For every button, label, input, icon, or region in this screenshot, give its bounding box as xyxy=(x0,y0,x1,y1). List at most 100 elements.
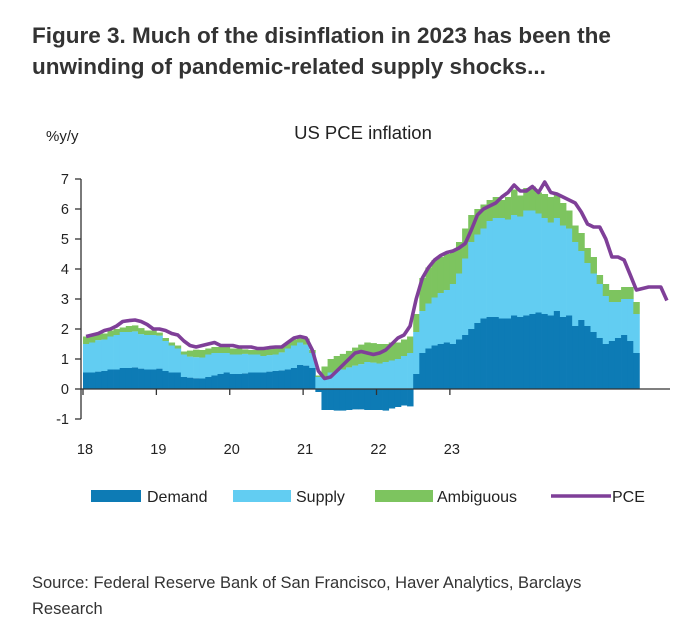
ambiguous-bar xyxy=(394,342,402,359)
supply-bar xyxy=(474,234,481,323)
demand-bar xyxy=(223,372,231,389)
supply-bar xyxy=(205,354,212,377)
demand-bar xyxy=(382,389,390,411)
demand-bar xyxy=(131,367,139,389)
supply-bar xyxy=(211,353,218,376)
ambiguous-bar xyxy=(254,350,261,355)
demand-bar xyxy=(217,374,224,389)
ambiguous-bar xyxy=(138,328,145,335)
y-tick-label: 2 xyxy=(61,322,69,338)
demand-bar xyxy=(511,315,518,389)
ambiguous-bar xyxy=(339,353,347,370)
demand-bar xyxy=(186,377,194,389)
supply-bar xyxy=(333,371,341,389)
supply-bar xyxy=(107,336,114,370)
supply-bar xyxy=(241,353,249,374)
ambiguous-bar xyxy=(584,248,591,263)
ambiguous-bar xyxy=(297,336,304,343)
supply-bar xyxy=(352,365,359,389)
supply-bar xyxy=(119,332,127,368)
supply-bar xyxy=(419,311,426,353)
pce-line xyxy=(85,180,669,381)
demand-bar xyxy=(138,368,145,389)
legend-label-ambiguous: Ambiguous xyxy=(437,489,517,506)
supply-bar xyxy=(95,340,102,372)
supply-bar xyxy=(290,345,298,368)
ambiguous-bar xyxy=(486,200,494,221)
supply-bar xyxy=(621,299,628,335)
demand-bar xyxy=(235,374,243,389)
demand-bar xyxy=(572,326,579,389)
demand-bar xyxy=(480,318,487,389)
demand-bar xyxy=(241,373,249,389)
ambiguous-bar xyxy=(327,359,335,373)
supply-bar xyxy=(339,369,347,389)
demand-bar xyxy=(370,389,377,410)
legend-swatch-supply xyxy=(233,490,291,502)
ambiguous-bar xyxy=(284,342,292,349)
x-tick-label: 18 xyxy=(77,442,93,458)
supply-bar xyxy=(535,213,542,313)
demand-bar xyxy=(449,344,457,389)
supply-bar xyxy=(462,258,469,335)
y-tick-label: 0 xyxy=(61,382,69,398)
demand-bar xyxy=(633,353,640,389)
supply-bar xyxy=(578,251,585,320)
supply-bar xyxy=(162,341,169,371)
x-tick-label: 22 xyxy=(370,442,386,458)
supply-bar xyxy=(278,352,286,371)
demand-bar xyxy=(621,335,628,389)
demand-bar xyxy=(547,315,555,389)
supply-bar xyxy=(511,215,518,316)
ambiguous-bar xyxy=(504,197,512,220)
demand-bar xyxy=(419,353,426,389)
supply-bar xyxy=(559,225,567,317)
y-tick-label: 1 xyxy=(61,352,69,368)
supply-bar xyxy=(327,372,335,389)
demand-bar xyxy=(193,378,200,389)
ambiguous-bar xyxy=(266,349,273,356)
ambiguous-bar xyxy=(101,333,108,340)
supply-bar xyxy=(358,364,365,389)
demand-bar xyxy=(566,315,573,389)
demand-bar xyxy=(162,371,169,389)
ambiguous-bar xyxy=(144,330,151,335)
supply-bar xyxy=(113,335,121,370)
demand-bar xyxy=(529,314,536,389)
ambiguous-bar xyxy=(492,197,500,218)
demand-bar xyxy=(180,377,188,389)
demand-bar xyxy=(498,318,506,389)
demand-bar xyxy=(602,344,610,389)
ambiguous-bar xyxy=(119,327,127,332)
supply-bar xyxy=(150,335,157,370)
demand-bar xyxy=(89,372,96,389)
demand-bar xyxy=(125,368,133,389)
demand-bar xyxy=(327,389,335,410)
demand-bar xyxy=(272,371,280,389)
supply-bar xyxy=(235,354,243,374)
y-tick-label: 7 xyxy=(61,172,69,188)
demand-bar xyxy=(407,389,414,407)
supply-bar xyxy=(186,356,194,378)
supply-bar xyxy=(413,332,420,374)
ambiguous-bar xyxy=(529,186,536,211)
supply-bar xyxy=(180,354,188,377)
demand-bar xyxy=(303,365,310,389)
supply-bar xyxy=(284,348,292,370)
demand-bar xyxy=(517,317,524,389)
supply-bar xyxy=(572,242,579,326)
ambiguous-bar xyxy=(566,210,573,229)
ambiguous-bar xyxy=(621,287,628,299)
supply-bar xyxy=(101,339,108,371)
supply-bar xyxy=(504,219,512,319)
demand-bar xyxy=(248,372,255,389)
ambiguous-bar xyxy=(229,348,237,355)
y-axis-label: %y/y xyxy=(46,128,79,145)
supply-bar xyxy=(614,302,622,338)
demand-bar xyxy=(462,335,469,389)
pce-line-layer xyxy=(85,180,669,381)
ambiguous-bar xyxy=(431,260,438,298)
ambiguous-bar xyxy=(602,284,610,296)
ambiguous-bar xyxy=(541,194,549,218)
